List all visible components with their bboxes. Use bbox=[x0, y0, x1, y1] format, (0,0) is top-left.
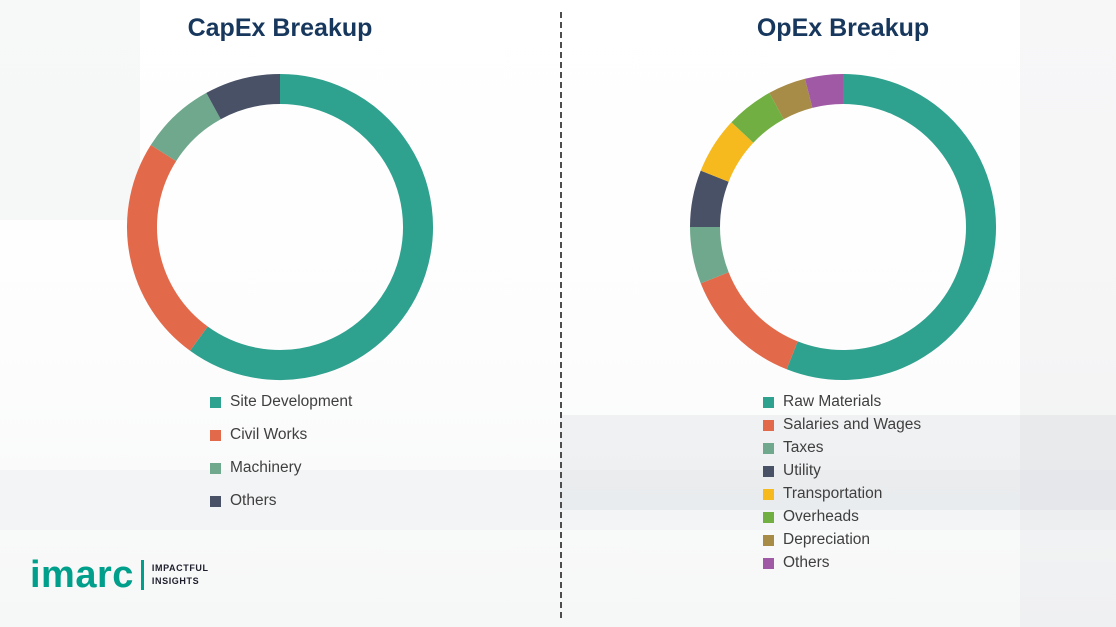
opex-chart-section: OpEx Breakup Raw Materials Salaries and W… bbox=[683, 14, 1003, 571]
capex-donut-chart bbox=[127, 74, 433, 380]
legend-item-transportation: Transportation bbox=[763, 485, 921, 503]
legend-item-taxes: Taxes bbox=[763, 439, 921, 457]
legend-item-others: Others bbox=[210, 492, 352, 510]
legend-label-overheads: Overheads bbox=[783, 508, 859, 525]
legend-label-others: Others bbox=[783, 554, 830, 571]
background-haze bbox=[1020, 0, 1116, 627]
imarc-logo-tagline: IMPACTFUL INSIGHTS bbox=[152, 562, 209, 587]
opex-donut-chart bbox=[690, 74, 996, 380]
legend-label-site-development: Site Development bbox=[230, 393, 353, 410]
capex-chart-title: CapEx Breakup bbox=[187, 14, 373, 42]
donut-segment-overheads bbox=[731, 92, 785, 144]
legend-item-others: Others bbox=[763, 554, 921, 572]
donut-segment-taxes bbox=[690, 226, 729, 284]
donut-segment-civil-works bbox=[127, 145, 208, 351]
donut-segment-raw-materials bbox=[786, 74, 996, 380]
imarc-tagline-line2: INSIGHTS bbox=[151, 576, 200, 586]
legend-item-civil-works: Civil Works bbox=[210, 426, 352, 444]
background-haze bbox=[0, 0, 140, 220]
divider-dashed-line bbox=[560, 12, 562, 618]
legend-label-raw-materials: Raw Materials bbox=[783, 393, 882, 410]
capex-chart-section: CapEx Breakup Site Development Civil Work… bbox=[120, 14, 440, 509]
donut-segment-utility bbox=[690, 170, 729, 228]
legend-item-raw-materials: Raw Materials bbox=[763, 393, 921, 411]
legend-label-transportation: Transportation bbox=[783, 485, 883, 502]
legend-label-utility: Utility bbox=[783, 462, 821, 479]
legend-swatch-taxes bbox=[763, 442, 774, 454]
donut-segment-salaries-and-wages bbox=[700, 271, 799, 370]
opex-chart-title: OpEx Breakup bbox=[756, 14, 930, 42]
legend-swatch-salaries-and-wages bbox=[763, 419, 774, 431]
donut-segment-depreciation bbox=[769, 78, 813, 120]
opex-legend: Raw Materials Salaries and Wages Taxes Util… bbox=[763, 393, 921, 577]
legend-label-salaries-and-wages: Salaries and Wages bbox=[783, 416, 922, 433]
legend-item-overheads: Overheads bbox=[763, 508, 921, 526]
legend-swatch-site-development bbox=[210, 396, 221, 408]
legend-label-depreciation: Depreciation bbox=[783, 531, 871, 548]
donut-segment-others bbox=[804, 74, 844, 108]
legend-label-civil-works: Civil Works bbox=[230, 426, 308, 443]
donut-segment-transportation bbox=[700, 122, 754, 183]
capex-legend: Site Development Civil Works Machinery Othe… bbox=[210, 393, 352, 525]
legend-label-machinery: Machinery bbox=[230, 459, 302, 476]
legend-label-taxes: Taxes bbox=[783, 439, 824, 456]
legend-swatch-others bbox=[210, 495, 221, 507]
legend-swatch-machinery bbox=[210, 462, 221, 474]
donut-segment-machinery bbox=[150, 92, 222, 162]
donut-segment-others bbox=[206, 74, 281, 120]
legend-item-machinery: Machinery bbox=[210, 459, 352, 477]
legend-swatch-depreciation bbox=[763, 534, 774, 546]
legend-label-others: Others bbox=[230, 492, 277, 509]
imarc-tagline-line1: IMPACTFUL bbox=[151, 563, 209, 574]
legend-swatch-transportation bbox=[763, 488, 774, 500]
donut-segment-site-development bbox=[190, 74, 433, 380]
legend-swatch-civil-works bbox=[210, 429, 221, 441]
legend-item-utility: Utility bbox=[763, 462, 921, 480]
imarc-logo: imarc IMPACTFUL INSIGHTS bbox=[30, 556, 209, 594]
background-haze bbox=[0, 470, 1116, 530]
legend-item-depreciation: Depreciation bbox=[763, 531, 921, 549]
legend-swatch-overheads bbox=[763, 511, 774, 523]
legend-swatch-raw-materials bbox=[763, 396, 774, 408]
legend-item-salaries-and-wages: Salaries and Wages bbox=[763, 416, 921, 434]
imarc-logo-divider-bar bbox=[140, 560, 144, 590]
imarc-logo-wordmark: imarc bbox=[30, 554, 134, 596]
legend-swatch-utility bbox=[763, 465, 774, 477]
legend-swatch-others bbox=[763, 557, 774, 569]
legend-item-site-development: Site Development bbox=[210, 393, 352, 411]
